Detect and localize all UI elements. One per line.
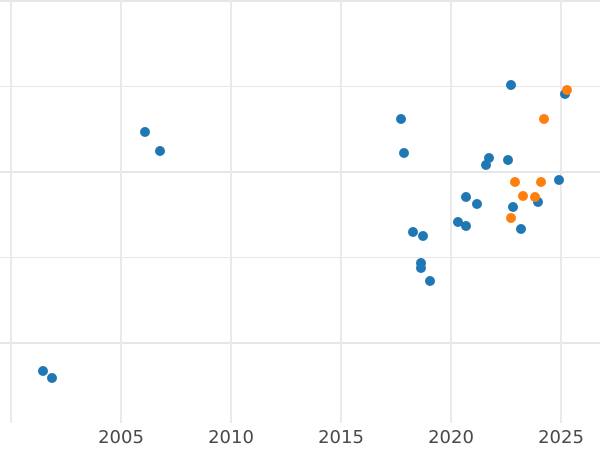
data-point-blue xyxy=(502,155,513,166)
data-point-blue xyxy=(416,262,427,273)
data-point-blue xyxy=(515,224,526,235)
data-point-blue xyxy=(532,196,543,207)
data-point-orange xyxy=(535,177,546,188)
data-point-orange xyxy=(506,213,517,224)
data-point-blue xyxy=(396,113,407,124)
data-point-blue xyxy=(416,257,427,268)
data-point-blue xyxy=(139,126,150,137)
data-point-blue xyxy=(453,216,464,227)
data-point-orange xyxy=(539,113,550,124)
data-point-orange xyxy=(530,191,541,202)
y-gridline xyxy=(0,342,600,344)
x-tick-label: 2025 xyxy=(538,427,584,448)
x-gridline xyxy=(10,0,12,423)
data-point-orange xyxy=(561,84,572,95)
y-gridline xyxy=(0,256,600,259)
x-tick-label: 2015 xyxy=(318,427,364,448)
data-point-blue xyxy=(480,160,491,171)
data-point-blue xyxy=(460,191,471,202)
x-tick-label: 2005 xyxy=(98,427,144,448)
data-point-blue xyxy=(46,373,57,384)
data-point-blue xyxy=(484,153,495,164)
y-gridline xyxy=(0,85,600,88)
x-tick-label: 2010 xyxy=(208,427,254,448)
x-gridline xyxy=(450,0,452,423)
data-point-orange xyxy=(517,190,528,201)
data-point-blue xyxy=(508,202,519,213)
data-point-blue xyxy=(418,231,429,242)
data-point-blue xyxy=(407,226,418,237)
data-point-blue xyxy=(154,145,165,156)
x-gridline xyxy=(560,0,562,423)
data-point-blue xyxy=(398,148,409,159)
data-point-orange xyxy=(510,177,521,188)
x-gridline xyxy=(230,0,232,423)
data-point-blue xyxy=(506,79,517,90)
data-point-blue xyxy=(460,220,471,231)
data-point-blue xyxy=(37,366,48,377)
x-gridline xyxy=(340,0,342,423)
data-point-blue xyxy=(425,275,436,286)
y-gridline xyxy=(0,0,600,2)
y-gridline xyxy=(0,171,600,173)
data-point-blue xyxy=(471,198,482,209)
x-tick-label: 2020 xyxy=(428,427,474,448)
x-gridline xyxy=(120,0,122,423)
data-point-blue xyxy=(554,174,565,185)
